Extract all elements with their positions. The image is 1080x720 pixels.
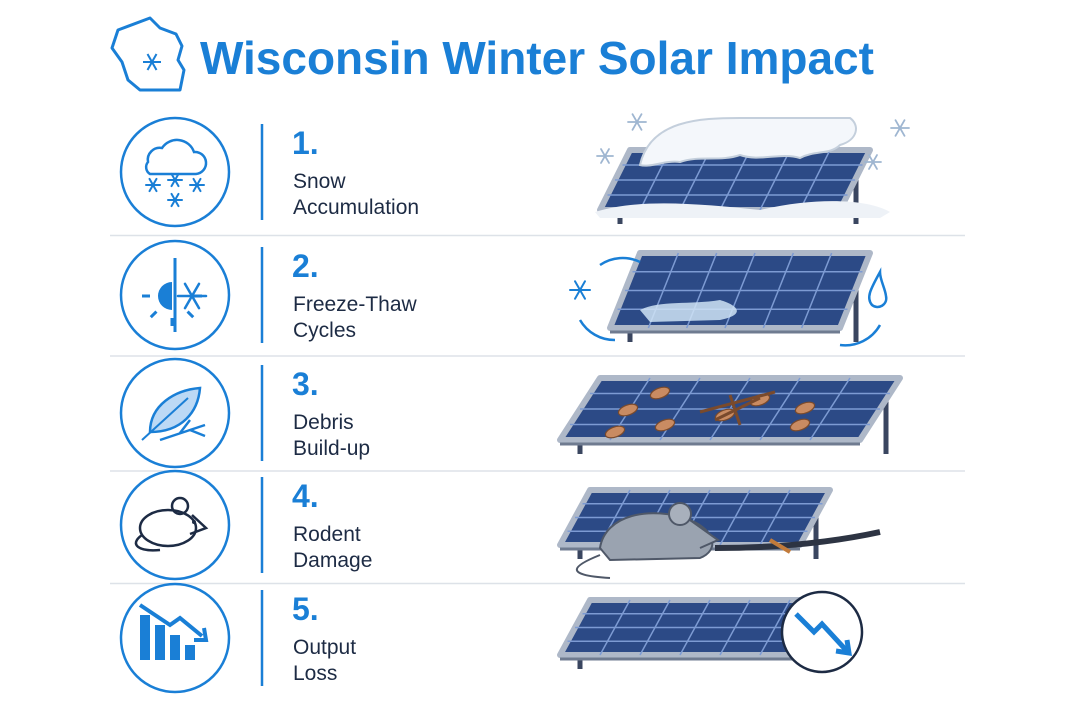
item-number: 4.	[292, 478, 319, 514]
item-icon	[141, 386, 206, 442]
item-icon	[134, 496, 209, 552]
item-label: Damage	[293, 549, 372, 572]
item-number: 3.	[292, 366, 319, 402]
item-number: 5.	[292, 591, 319, 627]
item-row: 3. Debris Build-up	[110, 357, 965, 472]
item-row: 1. Snow Accumulation	[110, 113, 965, 237]
item-label: Accumulation	[293, 196, 419, 219]
rows: 1. Snow Accumulation 2. Freeze-Thaw Cycles 3. D…	[110, 113, 965, 694]
item-icon	[138, 603, 209, 660]
wisconsin-icon	[110, 16, 186, 92]
item-label: Loss	[293, 662, 337, 685]
page-title: Wisconsin Winter Solar Impact	[200, 32, 874, 84]
item-row: 4. Rodent Damage	[110, 469, 965, 585]
icon-circle	[119, 357, 231, 469]
icon-circle	[119, 582, 231, 694]
icon-circle	[119, 239, 231, 351]
item-label: Snow	[293, 170, 346, 193]
item-illustration	[557, 590, 864, 674]
item-row: 5. Output Loss	[119, 582, 864, 694]
item-icon	[144, 138, 208, 208]
item-illustration	[569, 250, 888, 347]
icon-circle	[119, 469, 231, 581]
item-label: Cycles	[293, 319, 356, 342]
item-label: Build-up	[293, 437, 370, 460]
item-icon	[142, 258, 208, 332]
item-illustration	[595, 113, 910, 224]
item-label: Freeze-Thaw	[293, 293, 418, 316]
item-label: Rodent	[293, 523, 361, 546]
item-number: 1.	[292, 125, 319, 161]
item-number: 2.	[292, 248, 319, 284]
item-illustration	[557, 487, 881, 579]
item-row: 2. Freeze-Thaw Cycles	[110, 239, 965, 357]
item-illustration	[557, 375, 903, 454]
item-label: Output	[293, 636, 356, 659]
icon-circle	[119, 116, 231, 228]
item-label: Debris	[293, 411, 354, 434]
